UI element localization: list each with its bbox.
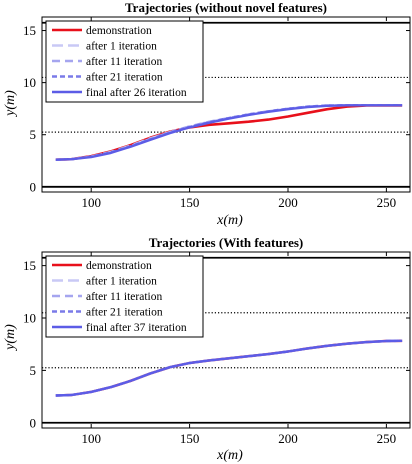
x-tick-label: 100: [81, 195, 101, 210]
x-axis-label: x(m): [216, 448, 243, 463]
legend-label-3: after 21 iteration: [86, 307, 163, 319]
plot-frame: [41, 251, 411, 429]
y-tick-label: 5: [30, 363, 37, 378]
x-axis-label: x(m): [216, 213, 243, 228]
y-tick-label: 0: [30, 179, 37, 194]
chart-without-features: Trajectories (without novel features) y(…: [3, 0, 411, 228]
x-tick-label: 150: [180, 195, 200, 210]
series-line-4: [55, 339, 403, 397]
y-axis-label: y(m): [3, 90, 18, 118]
y-tick-label: 15: [23, 23, 36, 38]
legend-label-4: final after 37 iteration: [86, 322, 187, 334]
legend-label-0: demonstration: [86, 25, 152, 37]
chart-with-features: Trajectories (With features) y(m) x(m) 1…: [3, 235, 411, 463]
y-tick-label: 0: [30, 415, 37, 430]
y-tick-label: 5: [30, 127, 37, 142]
legend-label-1: after 1 iteration: [86, 276, 157, 288]
legend-label-4: final after 26 iteration: [86, 87, 187, 99]
legend-label-1: after 1 iteration: [86, 41, 157, 53]
legend-label-2: after 11 iteration: [86, 291, 162, 303]
y-tick-label: 15: [23, 258, 36, 273]
x-tick-label: 250: [377, 431, 397, 446]
y-tick-label: 10: [23, 75, 36, 90]
chart-title: Trajectories (With features): [149, 235, 304, 250]
x-tick-label: 150: [180, 431, 200, 446]
chart-title: Trajectories (without novel features): [125, 0, 327, 15]
x-tick-label: 200: [278, 431, 298, 446]
x-tick-label: 250: [377, 195, 397, 210]
plot-frame: [41, 16, 411, 193]
x-tick-label: 100: [81, 431, 101, 446]
legend-label-3: after 21 iteration: [86, 72, 163, 84]
legend-label-2: after 11 iteration: [86, 56, 162, 68]
y-axis-label: y(m): [3, 324, 18, 352]
legend-label-0: demonstration: [86, 260, 152, 272]
series-line-4: [55, 104, 403, 161]
y-tick-label: 10: [23, 311, 36, 326]
x-tick-label: 200: [278, 195, 298, 210]
